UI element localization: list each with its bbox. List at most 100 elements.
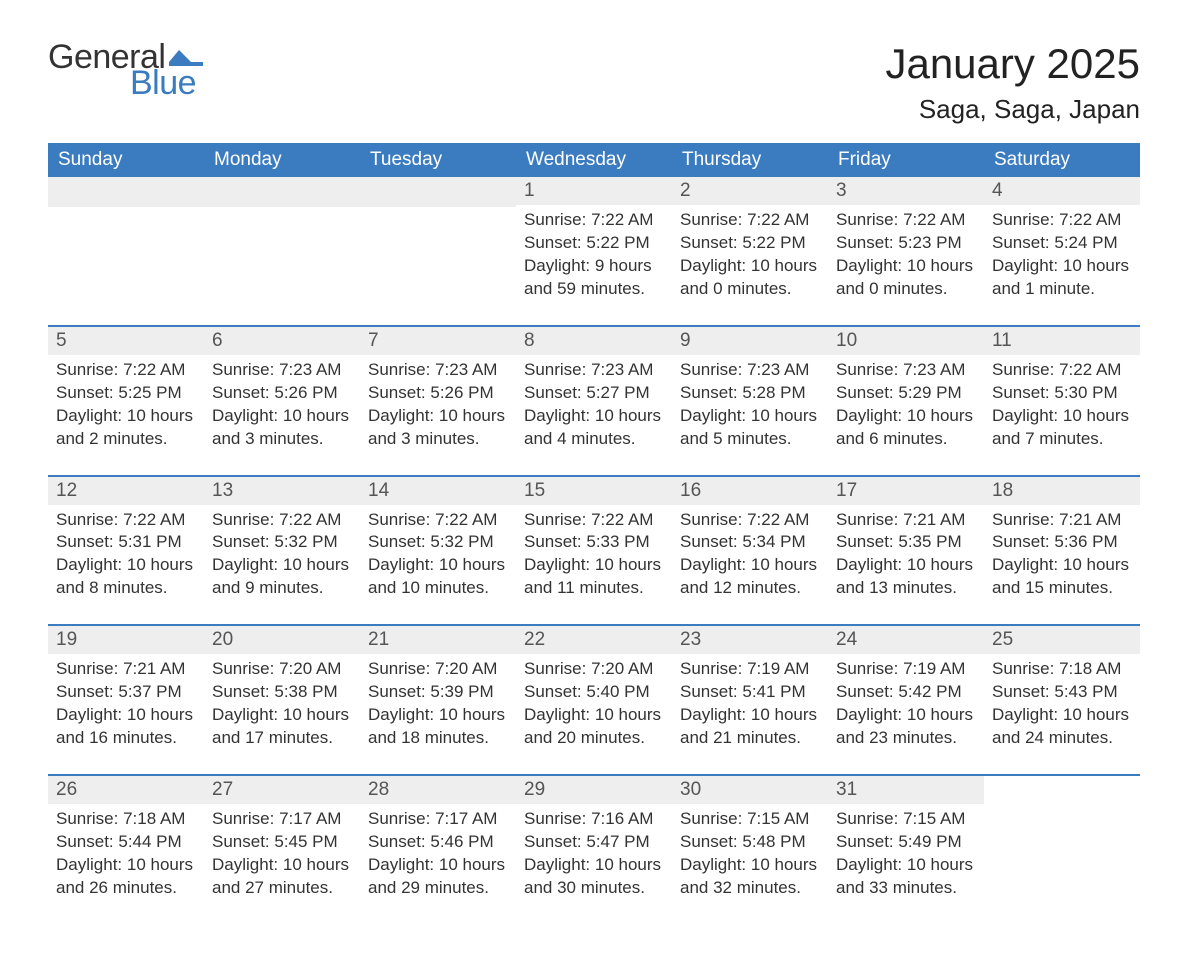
calendar-cell: 9Sunrise: 7:23 AMSunset: 5:28 PMDaylight… [672, 325, 828, 475]
daylight-text: Daylight: 10 hours and 20 minutes. [524, 704, 664, 750]
calendar-cell: 5Sunrise: 7:22 AMSunset: 5:25 PMDaylight… [48, 325, 204, 475]
sunrise-text: Sunrise: 7:15 AM [680, 808, 820, 831]
calendar-cell: 17Sunrise: 7:21 AMSunset: 5:35 PMDayligh… [828, 475, 984, 625]
sunset-text: Sunset: 5:42 PM [836, 681, 976, 704]
calendar-cell: 2Sunrise: 7:22 AMSunset: 5:22 PMDaylight… [672, 177, 828, 325]
calendar-cell: 3Sunrise: 7:22 AMSunset: 5:23 PMDaylight… [828, 177, 984, 325]
calendar-cell: 27Sunrise: 7:17 AMSunset: 5:45 PMDayligh… [204, 774, 360, 924]
sunrise-text: Sunrise: 7:15 AM [836, 808, 976, 831]
calendar-cell: 29Sunrise: 7:16 AMSunset: 5:47 PMDayligh… [516, 774, 672, 924]
sunset-text: Sunset: 5:32 PM [368, 531, 508, 554]
daylight-text: Daylight: 10 hours and 23 minutes. [836, 704, 976, 750]
daylight-text: Daylight: 10 hours and 7 minutes. [992, 405, 1132, 451]
calendar-cell: 21Sunrise: 7:20 AMSunset: 5:39 PMDayligh… [360, 624, 516, 774]
sunrise-text: Sunrise: 7:23 AM [524, 359, 664, 382]
sunset-text: Sunset: 5:45 PM [212, 831, 352, 854]
sunrise-text: Sunrise: 7:21 AM [992, 509, 1132, 532]
calendar-cell: 25Sunrise: 7:18 AMSunset: 5:43 PMDayligh… [984, 624, 1140, 774]
daylight-text: Daylight: 10 hours and 18 minutes. [368, 704, 508, 750]
day-info: Sunrise: 7:22 AMSunset: 5:33 PMDaylight:… [516, 505, 672, 601]
sunset-text: Sunset: 5:31 PM [56, 531, 196, 554]
day-info: Sunrise: 7:22 AMSunset: 5:30 PMDaylight:… [984, 355, 1140, 451]
day-number: 29 [516, 776, 672, 804]
sunset-text: Sunset: 5:37 PM [56, 681, 196, 704]
sunrise-text: Sunrise: 7:21 AM [56, 658, 196, 681]
calendar-cell: 24Sunrise: 7:19 AMSunset: 5:42 PMDayligh… [828, 624, 984, 774]
sunset-text: Sunset: 5:49 PM [836, 831, 976, 854]
sunset-text: Sunset: 5:44 PM [56, 831, 196, 854]
sunrise-text: Sunrise: 7:17 AM [212, 808, 352, 831]
day-info: Sunrise: 7:23 AMSunset: 5:26 PMDaylight:… [204, 355, 360, 451]
logo: General Blue [48, 40, 203, 100]
sunset-text: Sunset: 5:35 PM [836, 531, 976, 554]
calendar-cell: 7Sunrise: 7:23 AMSunset: 5:26 PMDaylight… [360, 325, 516, 475]
sunset-text: Sunset: 5:28 PM [680, 382, 820, 405]
day-of-week-header: Saturday [984, 143, 1140, 177]
day-info: Sunrise: 7:21 AMSunset: 5:37 PMDaylight:… [48, 654, 204, 750]
day-info: Sunrise: 7:21 AMSunset: 5:36 PMDaylight:… [984, 505, 1140, 601]
sunset-text: Sunset: 5:26 PM [368, 382, 508, 405]
calendar-cell: 10Sunrise: 7:23 AMSunset: 5:29 PMDayligh… [828, 325, 984, 475]
day-of-week-header: Monday [204, 143, 360, 177]
day-info: Sunrise: 7:22 AMSunset: 5:22 PMDaylight:… [672, 205, 828, 301]
sunrise-text: Sunrise: 7:21 AM [836, 509, 976, 532]
sunrise-text: Sunrise: 7:20 AM [212, 658, 352, 681]
sunrise-text: Sunrise: 7:22 AM [212, 509, 352, 532]
daylight-text: Daylight: 10 hours and 1 minute. [992, 255, 1132, 301]
day-number: 14 [360, 477, 516, 505]
day-number: 12 [48, 477, 204, 505]
calendar-cell: 31Sunrise: 7:15 AMSunset: 5:49 PMDayligh… [828, 774, 984, 924]
day-number: 19 [48, 626, 204, 654]
calendar-cell: 26Sunrise: 7:18 AMSunset: 5:44 PMDayligh… [48, 774, 204, 924]
calendar-cell: 18Sunrise: 7:21 AMSunset: 5:36 PMDayligh… [984, 475, 1140, 625]
day-of-week-header: Sunday [48, 143, 204, 177]
calendar-cell-empty [204, 177, 360, 325]
daylight-text: Daylight: 10 hours and 15 minutes. [992, 554, 1132, 600]
day-info: Sunrise: 7:19 AMSunset: 5:41 PMDaylight:… [672, 654, 828, 750]
day-info: Sunrise: 7:22 AMSunset: 5:23 PMDaylight:… [828, 205, 984, 301]
sunrise-text: Sunrise: 7:17 AM [368, 808, 508, 831]
daylight-text: Daylight: 10 hours and 24 minutes. [992, 704, 1132, 750]
sunset-text: Sunset: 5:29 PM [836, 382, 976, 405]
day-info: Sunrise: 7:22 AMSunset: 5:31 PMDaylight:… [48, 505, 204, 601]
sunrise-text: Sunrise: 7:19 AM [680, 658, 820, 681]
day-info: Sunrise: 7:20 AMSunset: 5:39 PMDaylight:… [360, 654, 516, 750]
day-info: Sunrise: 7:23 AMSunset: 5:29 PMDaylight:… [828, 355, 984, 451]
daylight-text: Daylight: 10 hours and 16 minutes. [56, 704, 196, 750]
day-info: Sunrise: 7:18 AMSunset: 5:44 PMDaylight:… [48, 804, 204, 900]
calendar-cell: 6Sunrise: 7:23 AMSunset: 5:26 PMDaylight… [204, 325, 360, 475]
sunset-text: Sunset: 5:34 PM [680, 531, 820, 554]
day-info: Sunrise: 7:22 AMSunset: 5:22 PMDaylight:… [516, 205, 672, 301]
daylight-text: Daylight: 10 hours and 30 minutes. [524, 854, 664, 900]
day-number: 21 [360, 626, 516, 654]
day-of-week-header: Wednesday [516, 143, 672, 177]
sunrise-text: Sunrise: 7:22 AM [524, 509, 664, 532]
daylight-text: Daylight: 10 hours and 3 minutes. [368, 405, 508, 451]
logo-text-blue: Blue [130, 66, 203, 100]
sunset-text: Sunset: 5:39 PM [368, 681, 508, 704]
sunset-text: Sunset: 5:26 PM [212, 382, 352, 405]
day-number: 23 [672, 626, 828, 654]
sunset-text: Sunset: 5:23 PM [836, 232, 976, 255]
sunrise-text: Sunrise: 7:23 AM [836, 359, 976, 382]
day-info: Sunrise: 7:23 AMSunset: 5:26 PMDaylight:… [360, 355, 516, 451]
calendar-cell: 16Sunrise: 7:22 AMSunset: 5:34 PMDayligh… [672, 475, 828, 625]
sunset-text: Sunset: 5:33 PM [524, 531, 664, 554]
day-info: Sunrise: 7:18 AMSunset: 5:43 PMDaylight:… [984, 654, 1140, 750]
calendar-cell-empty [48, 177, 204, 325]
day-number: 9 [672, 327, 828, 355]
sunset-text: Sunset: 5:47 PM [524, 831, 664, 854]
day-of-week-header: Tuesday [360, 143, 516, 177]
daylight-text: Daylight: 10 hours and 32 minutes. [680, 854, 820, 900]
day-number: 17 [828, 477, 984, 505]
calendar-cell: 30Sunrise: 7:15 AMSunset: 5:48 PMDayligh… [672, 774, 828, 924]
calendar-cell-empty [360, 177, 516, 325]
daylight-text: Daylight: 10 hours and 0 minutes. [680, 255, 820, 301]
day-info: Sunrise: 7:20 AMSunset: 5:40 PMDaylight:… [516, 654, 672, 750]
day-number: 5 [48, 327, 204, 355]
calendar-cell: 13Sunrise: 7:22 AMSunset: 5:32 PMDayligh… [204, 475, 360, 625]
daylight-text: Daylight: 9 hours and 59 minutes. [524, 255, 664, 301]
daylight-text: Daylight: 10 hours and 9 minutes. [212, 554, 352, 600]
daylight-text: Daylight: 10 hours and 3 minutes. [212, 405, 352, 451]
sunset-text: Sunset: 5:24 PM [992, 232, 1132, 255]
